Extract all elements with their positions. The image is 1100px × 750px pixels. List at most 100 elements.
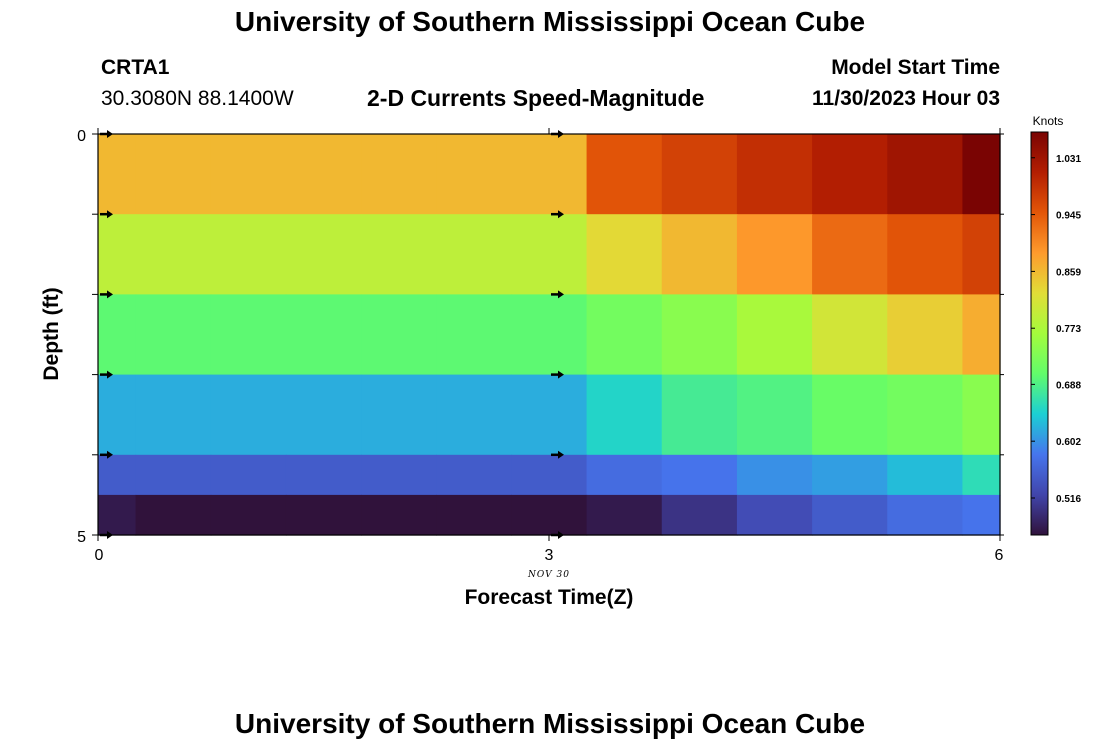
heatmap-cell [285,134,362,215]
heatmap-cell [135,294,212,376]
heatmap-cell [135,374,212,456]
heatmap-cell [887,214,964,295]
current-arrow [551,370,564,379]
heatmap-cell [285,294,362,376]
heatmap-cell [661,374,738,456]
heatmap-cell [736,214,813,295]
heatmap-cell [586,134,663,215]
heatmap-cell [962,454,1001,496]
current-arrow [100,450,113,459]
heatmap-cell [98,214,137,295]
colorbar-tick-label: 0.602 [1056,437,1081,448]
current-arrow [551,450,564,459]
station-coordinates: 30.3080N 88.1400W [101,87,294,110]
heatmap-cell [962,294,1001,376]
heatmap-cell [361,294,437,376]
x-tick-label: 0 [95,547,104,564]
axis-ticks [92,128,1004,541]
heatmap-cell [361,134,437,215]
heatmap-cell [586,374,663,456]
heatmap-cell [135,214,212,295]
heatmap-cell [661,134,738,215]
heatmap-cell [511,494,588,536]
heatmap-cell [436,134,513,215]
heatmap-cell [285,374,362,456]
heatmap-cell [661,214,738,295]
heatmap-cell [285,454,362,496]
heatmap-cell [135,454,212,496]
heatmap-cell [210,374,287,456]
heatmap-cell [98,294,137,376]
heatmap-cell [736,374,813,456]
heatmap-cell [210,494,287,536]
heatmap-cell [812,494,888,536]
heatmap-cell [736,294,813,376]
heatmap-cells [98,134,1001,536]
heatmap-cell [887,294,964,376]
heatmap-cell [586,294,663,376]
model-start-label: Model Start Time [831,56,1000,79]
x-tick-label: 3 [545,547,554,564]
colorbar-tick-label: 0.688 [1056,380,1081,391]
colorbar-tick-label: 0.773 [1056,324,1081,335]
heatmap-cell [736,454,813,496]
heatmap-cell [285,494,362,536]
heatmap-cell [812,374,888,456]
model-start-value: 11/30/2023 Hour 03 [812,87,1000,110]
heatmap-cell [436,494,513,536]
chart-title: 2-D Currents Speed-Magnitude [367,85,705,111]
heatmap-cell [586,454,663,496]
current-arrow [100,210,113,219]
colorbar: Knots 1.031 0.945 0.859 0.773 0.688 0.602 0.51… [1030,114,1081,536]
colorbar-tick-label: 0.516 [1056,494,1081,505]
heatmap-cell [661,494,738,536]
heatmap-cell [361,454,437,496]
heatmap-chart: 0 3 6 NOV 30 0 5 Forecast Time(Z) Depth … [40,114,1081,609]
y-tick-label: 0 [77,128,86,145]
heatmap-cell [98,494,137,536]
heatmap-cell [887,494,964,536]
heatmap-cell [661,294,738,376]
heatmap-cell [210,134,287,215]
heatmap-cell [812,134,888,215]
heatmap-cell [98,374,137,456]
heatmap-cell [285,214,362,295]
heatmap-cell [361,494,437,536]
heatmap-cell [812,294,888,376]
heatmap-cell [210,214,287,295]
heatmap-cell [812,454,888,496]
repeated-title: University of Southern Mississippi Ocean… [234,708,866,739]
current-arrow [551,210,564,219]
heatmap-cell [586,214,663,295]
heatmap-cell [98,134,137,215]
heatmap-cell [361,214,437,295]
heatmap-cell [436,374,513,456]
heatmap-cell [511,214,588,295]
heatmap-cell [887,134,964,215]
current-arrow [551,290,564,299]
heatmap-cell [962,494,1001,536]
x-tick-label: 6 [995,547,1004,564]
heatmap-cell [887,454,964,496]
heatmap-cell [511,374,588,456]
heatmap-cell [135,134,212,215]
page-title: University of Southern Mississippi Ocean… [234,6,866,37]
heatmap-cell [210,294,287,376]
heatmap-cell [812,214,888,295]
heatmap-cell [210,454,287,496]
heatmap-cell [887,374,964,456]
heatmap-cell [736,494,813,536]
x-axis-label: Forecast Time(Z) [465,586,634,609]
heatmap-cell [361,374,437,456]
heatmap-cell [962,134,1001,215]
heatmap-cell [962,374,1001,456]
y-tick-label: 5 [77,529,86,546]
heatmap-cell [586,494,663,536]
colorbar-tick-label: 0.859 [1056,267,1081,278]
heatmap-cell [436,214,513,295]
heatmap-cell [511,294,588,376]
heatmap-cell [135,494,212,536]
colorbar-ticks: 1.031 0.945 0.859 0.773 0.688 0.602 0.516 [1031,154,1081,505]
colorbar-unit: Knots [1033,114,1064,128]
heatmap-cell [661,454,738,496]
